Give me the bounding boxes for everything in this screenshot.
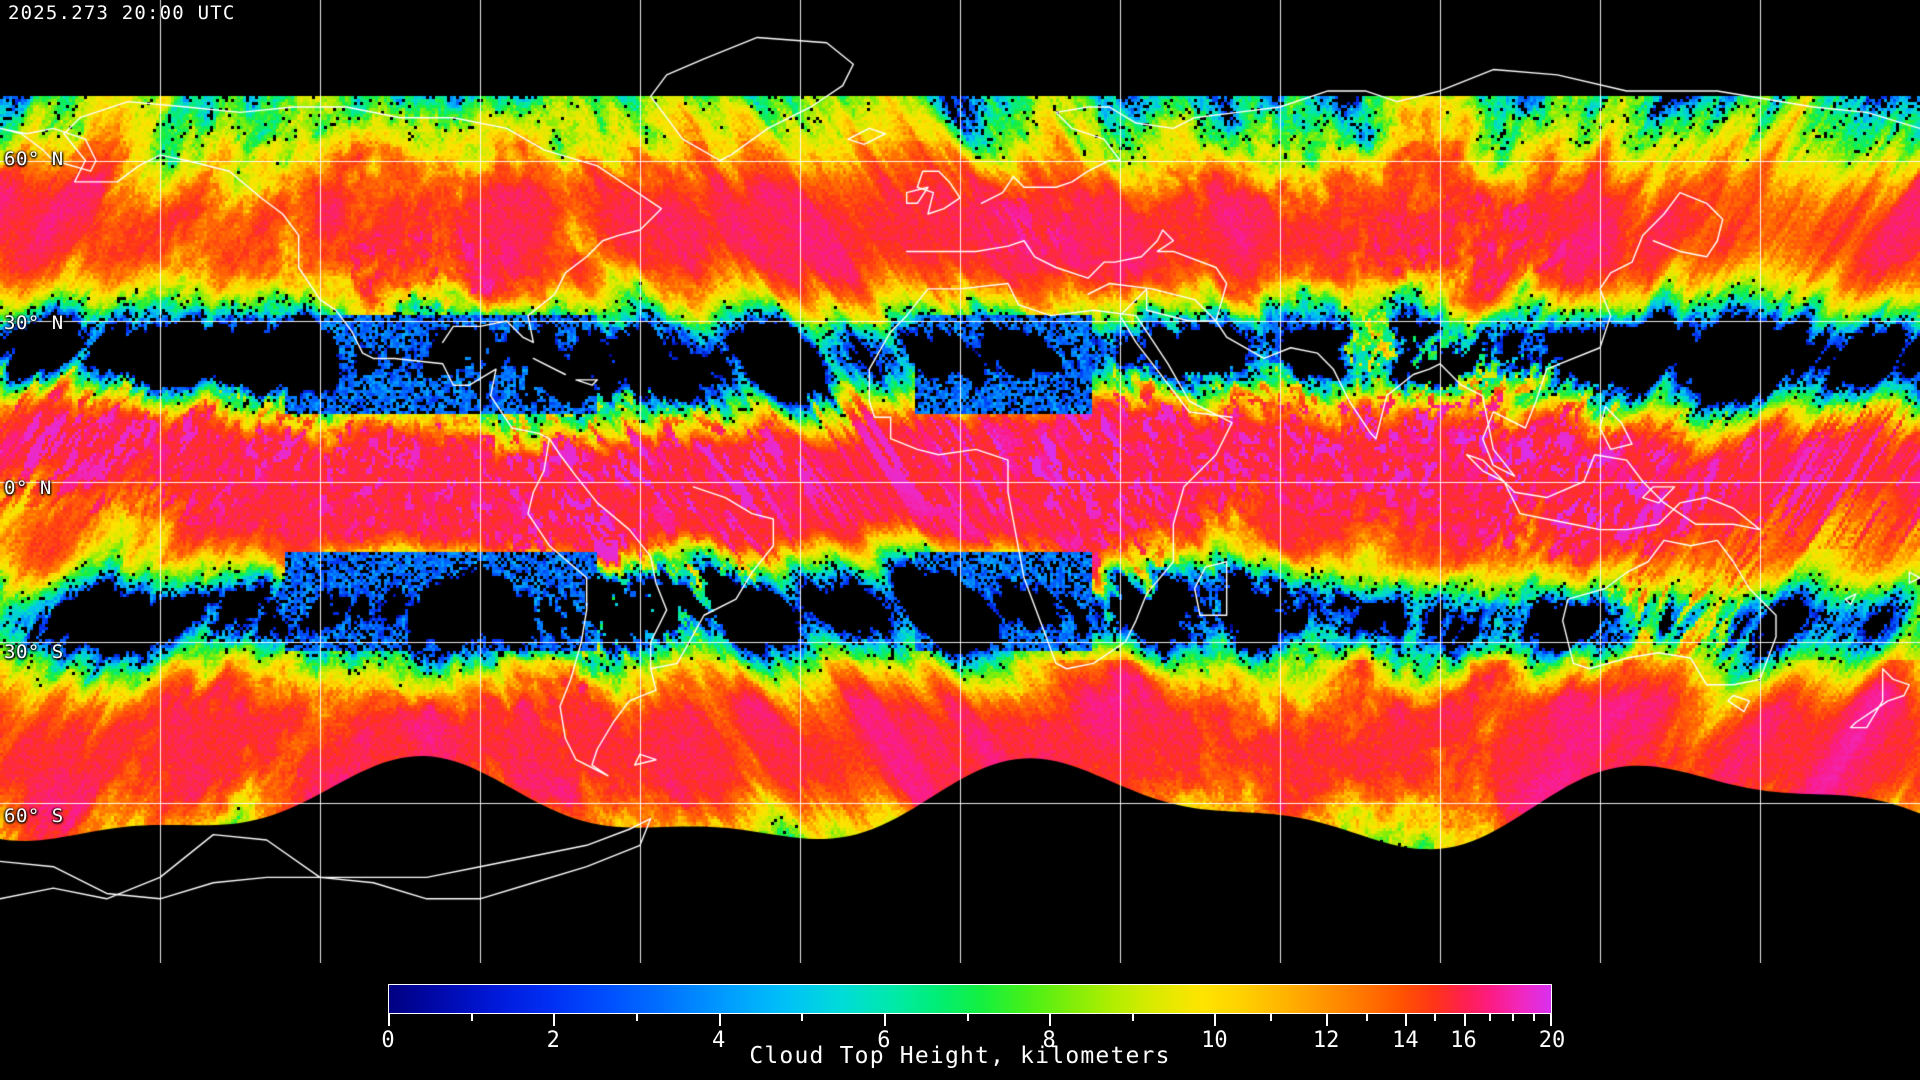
colorbar-tick-label-2: 2 [546,1028,560,1053]
colorbar-tick-label-16: 16 [1450,1028,1477,1053]
colorbar-minor-tick [1131,1014,1134,1021]
colorbar-major-tick [1049,1014,1052,1026]
colorbar-major-tick [1326,1014,1329,1026]
latitude-label-30s: 30° S [4,641,64,663]
cloud-top-height-raster[interactable] [0,0,1920,963]
colorbar-major-tick [1405,1014,1408,1026]
colorbar-minor-tick [1489,1014,1492,1021]
colorbar-minor-tick [1365,1014,1368,1021]
colorbar-tick-label-8: 8 [1042,1028,1056,1053]
colorbar-tick-label-0: 0 [381,1028,395,1053]
latitude-label-60s: 60° S [4,805,64,827]
latitude-label-equator: 0° N [4,477,52,499]
colorbar-minor-tick [470,1014,473,1021]
colorbar-tick-label-6: 6 [877,1028,891,1053]
colorbar-legend-panel: 0 2 4 6 8 10 12 14 16 20 Cloud Top Height, kilome… [0,963,1920,1080]
colorbar-minor-tick [966,1014,969,1021]
colorbar-minor-tick [1270,1014,1273,1021]
timestamp-label: 2025.273 20:00 UTC [8,2,236,24]
latitude-label-30n: 30° N [4,312,64,334]
latitude-label-60n: 60° N [4,148,64,170]
colorbar-major-tick [1550,1014,1552,1026]
colorbar-tick-label-20: 20 [1538,1028,1566,1053]
colorbar-major-tick [1214,1014,1217,1026]
colorbar-minor-tick [635,1014,638,1021]
colorbar-major-tick [718,1014,721,1026]
colorbar-minor-tick [801,1014,804,1021]
colorbar-tick-label-10: 10 [1201,1028,1228,1053]
colorbar-minor-tick [1434,1014,1437,1021]
colorbar-minor-tick [1512,1014,1515,1021]
colorbar-tick-label-14: 14 [1392,1028,1419,1053]
colorbar-major-tick [1463,1014,1466,1026]
colorbar-major-tick [553,1014,556,1026]
colorbar-major-tick [388,1014,390,1026]
colorbar-gradient [388,984,1552,1014]
colorbar-tick-label-12: 12 [1312,1028,1340,1053]
colorbar-tick-label-4: 4 [711,1028,726,1053]
colorbar-caption: Cloud Top Height, kilometers [749,1043,1171,1069]
global-map-panel[interactable]: 2025.273 20:00 UTC 60° N 30° N 0° N 30° … [0,0,1920,963]
colorbar-container[interactable]: 0 2 4 6 8 10 12 14 16 20 [381,984,1565,1053]
colorbar-major-tick [883,1014,886,1026]
colorbar-minor-tick [1533,1014,1536,1021]
